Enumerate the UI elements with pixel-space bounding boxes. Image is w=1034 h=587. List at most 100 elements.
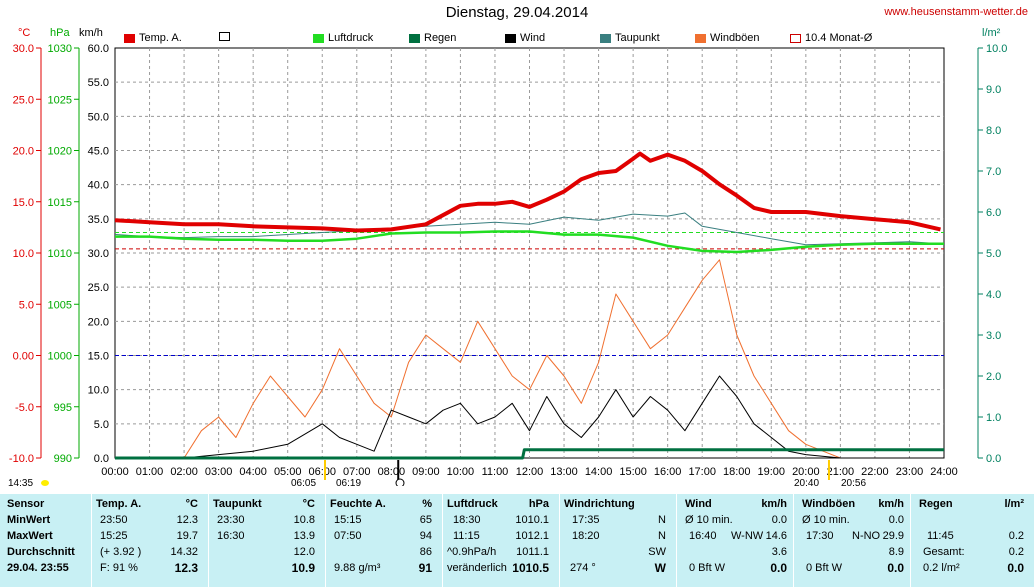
rain-tick-label: 4.0 [986, 289, 1001, 301]
pressure-tick-label: 1005 [48, 299, 72, 311]
rain-tick-label: 9.0 [986, 84, 1001, 96]
legend-item: Wind [505, 32, 545, 44]
rain-tick-label: 1.0 [986, 412, 1001, 424]
legend-item [219, 32, 234, 41]
moonset-time: 20:56 [841, 478, 867, 489]
time-tick-label: 11:00 [482, 466, 509, 478]
left-time: 14:35 [8, 478, 34, 489]
temp-tick-label: -10.0 [9, 453, 34, 465]
hum-current: 91 [418, 561, 432, 575]
gust-cur-note: 0 Bft W [806, 562, 843, 574]
temp-tick-label: -5.0 [15, 402, 34, 414]
rain-max-time: 11:45 [927, 530, 954, 542]
legend-swatch [124, 33, 135, 43]
pressure-tick-label: 1020 [48, 146, 72, 158]
speed-tick-label: 10.0 [88, 385, 109, 397]
speed-tick-label: 15.0 [88, 351, 109, 363]
wind-head: Wind [685, 498, 712, 510]
pressure-tick-label: 1025 [48, 94, 72, 106]
rain-avg: 0.2 [1008, 546, 1024, 558]
time-tick-label: 04:00 [239, 466, 267, 478]
time-tick-label: 22:00 [861, 466, 889, 478]
time-tick-label: 19:00 [758, 466, 786, 478]
time-tick-label: 01:00 [136, 466, 164, 478]
row-label-min: MinWert [7, 514, 51, 526]
press-avg: 1011.1 [516, 546, 549, 558]
dir-cur-note: 274 ° [570, 562, 596, 574]
sun-icon [41, 480, 49, 486]
temp-tick-label: 10.0 [13, 248, 34, 260]
rain-head: Regen [919, 498, 953, 510]
temp-cur-note: F: 91 % [100, 562, 138, 574]
time-tick-label: 08:00 [378, 466, 406, 478]
wind-max: 14.6 [765, 530, 787, 542]
temp-tick-label: 25.0 [13, 94, 34, 106]
legend-swatch [313, 33, 324, 43]
rain-cur-note: 0.2 l/m² [923, 562, 960, 574]
summary-table: Sensor MinWert MaxWert Durchschnitt 29.0… [0, 494, 1034, 587]
series-line-luftdruck [115, 230, 944, 254]
time-tick-label: 09:00 [412, 466, 440, 478]
legend-item: Regen [409, 32, 456, 44]
wind-min-note: Ø 10 min. [685, 514, 733, 526]
legend-label: Wind [520, 32, 546, 44]
legend-item: Windböen [695, 32, 760, 44]
legend-label: Regen [424, 32, 457, 44]
dew-current: 10.9 [291, 561, 315, 575]
rain-tick-label: 7.0 [986, 166, 1001, 178]
hum-max: 94 [419, 530, 432, 542]
press-avg-note: ^0.9hPa/h [447, 546, 497, 558]
rain-tick-label: 0.0 [986, 453, 1001, 465]
moonrise-time: 06:19 [336, 478, 362, 489]
pressure-tick-label: 1015 [48, 197, 72, 209]
sunrise-time: 06:05 [291, 478, 317, 489]
speed-tick-label: 50.0 [88, 111, 109, 123]
dir-max: N [658, 530, 666, 542]
press-unit-head: hPa [528, 498, 549, 510]
series-line-taupunkt [114, 212, 941, 246]
dew-max: 13.9 [293, 530, 315, 542]
time-tick-label: 03:00 [205, 466, 233, 478]
wind-avg: 3.6 [771, 546, 787, 558]
speed-tick-label: 55.0 [88, 77, 109, 89]
press-min: 1010.1 [515, 514, 549, 526]
time-tick-label: 00:00 [101, 466, 129, 478]
gust-avg: 8.9 [888, 546, 904, 558]
dir-avg: SW [648, 546, 666, 558]
wind-unit-head: km/h [761, 498, 787, 510]
time-tick-label: 02:00 [170, 466, 198, 478]
wind-min: 0.0 [771, 514, 787, 526]
time-tick-label: 05:00 [274, 466, 302, 478]
gust-max-note: N-NO [852, 530, 881, 542]
gust-max: 29.9 [882, 530, 904, 542]
rain-max: 0.2 [1008, 530, 1024, 542]
row-label-max: MaxWert [7, 530, 53, 542]
wind-max-time: 16:40 [689, 530, 717, 542]
legend-swatch [695, 33, 706, 43]
rain-tick-label: 10.0 [986, 43, 1007, 55]
dew-min: 10.8 [293, 514, 315, 526]
speed-tick-label: 30.0 [88, 248, 109, 260]
gust-max-time: 17:30 [806, 530, 834, 542]
dew-unit-head: °C [302, 498, 315, 510]
pressure-tick-label: 990 [54, 453, 72, 465]
speed-tick-label: 35.0 [88, 214, 109, 226]
site-url[interactable]: www.heusenstamm-wetter.de [884, 6, 1028, 18]
temp-unit: °C [18, 27, 31, 39]
row-label-current: 29.04. 23:55 [7, 562, 69, 574]
dew-avg: 12.0 [293, 546, 315, 558]
dew-min-time: 23:30 [217, 514, 245, 526]
legend-label: Luftdruck [328, 32, 374, 44]
legend-swatch [409, 33, 420, 43]
hum-min-time: 15:15 [334, 514, 362, 526]
pressure-unit: hPa [50, 27, 70, 39]
legend-item: 10.4 Monat-Ø [790, 32, 872, 44]
rain-unit-head: l/m² [1004, 498, 1024, 510]
rain-unit: l/m² [982, 27, 1001, 39]
hum-min: 65 [419, 514, 432, 526]
rain-tick-label: 5.0 [986, 248, 1001, 260]
time-tick-label: 12:00 [516, 466, 544, 478]
temp-tick-label: 0.00 [13, 351, 34, 363]
dir-head: Windrichtung [564, 498, 635, 510]
temp-max: 19.7 [176, 530, 198, 542]
